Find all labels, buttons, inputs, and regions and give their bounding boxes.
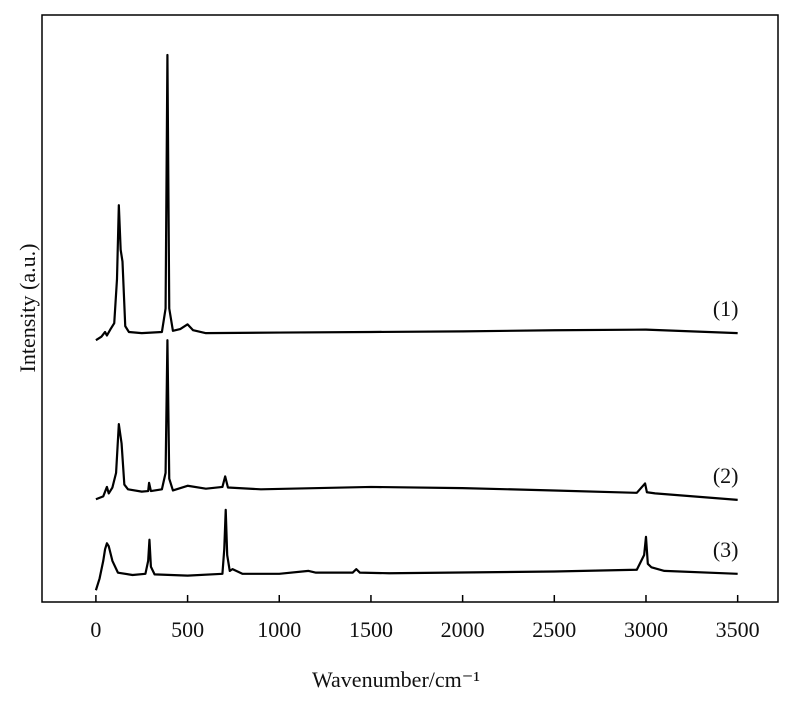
x-tick-label: 2500 [532,617,576,642]
plot-frame [41,14,779,603]
y-axis-label: Intensity (a.u.) [15,244,40,373]
series-label: (3) [713,537,739,562]
x-tick-label: 2000 [441,617,485,642]
x-tick-label: 1000 [257,617,301,642]
x-axis-label: Wavenumber/cm⁻¹ [312,667,480,692]
spectrum-line [94,508,738,591]
spectrum-line [95,339,738,501]
x-tick-label: 3500 [716,617,760,642]
series-label: (1) [713,296,739,321]
series-label: (2) [713,463,739,488]
spectrum-line [95,53,738,342]
x-tick-label: 0 [90,617,101,642]
x-tick-label: 1500 [349,617,393,642]
x-tick-label: 3000 [624,617,668,642]
x-tick-label: 500 [171,617,204,642]
